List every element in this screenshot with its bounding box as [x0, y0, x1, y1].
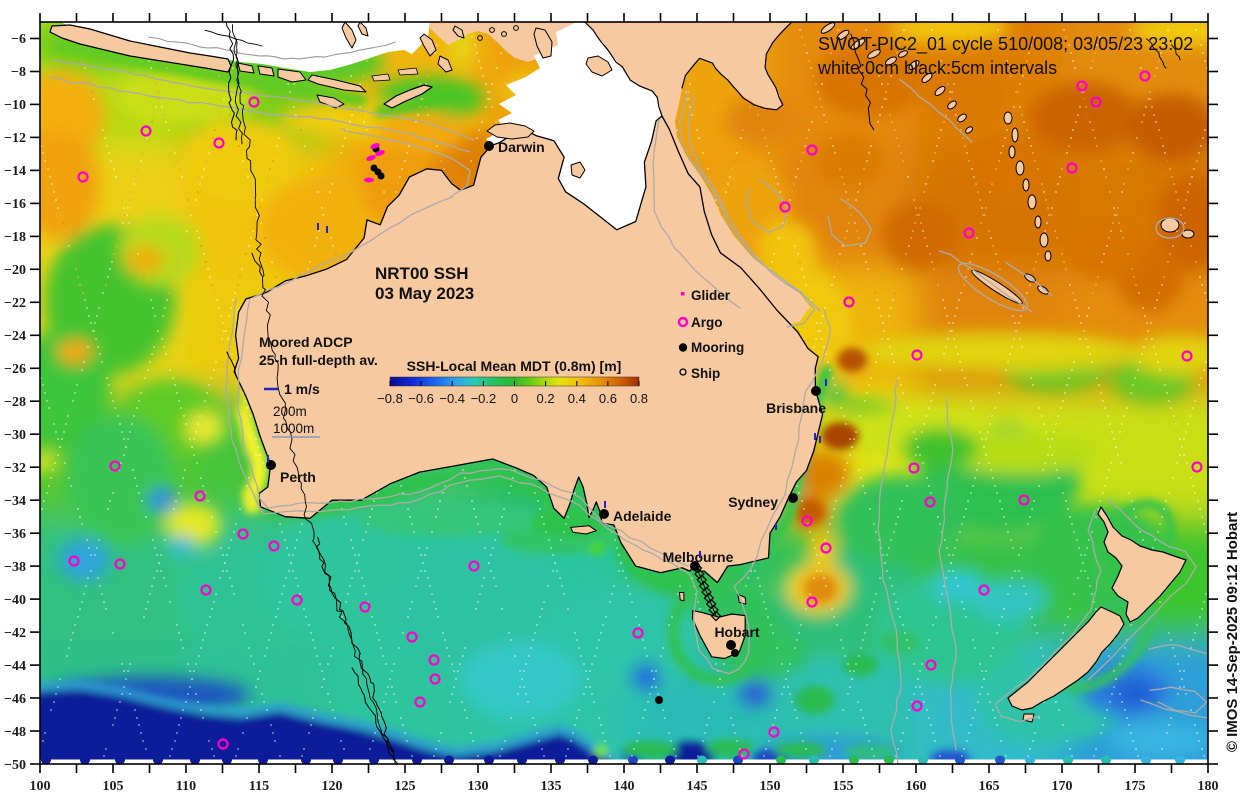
svg-text:−32: −32: [4, 461, 26, 476]
svg-text:−0.8: −0.8: [377, 391, 403, 406]
svg-text:−22: −22: [4, 296, 26, 311]
svg-text:160: 160: [906, 779, 927, 794]
svg-text:© IMOS 14-Sep-2025 09:12 Hobar: © IMOS 14-Sep-2025 09:12 Hobart: [1224, 512, 1241, 752]
svg-text:−10: −10: [4, 98, 26, 113]
svg-text:−0.6: −0.6: [408, 391, 434, 406]
svg-text:125: 125: [395, 779, 416, 794]
svg-text:155: 155: [833, 779, 854, 794]
svg-text:145: 145: [687, 779, 708, 794]
svg-text:0.2: 0.2: [537, 391, 555, 406]
svg-text:0.8: 0.8: [630, 391, 648, 406]
svg-text:130: 130: [468, 779, 489, 794]
svg-text:Mooring: Mooring: [691, 340, 744, 355]
svg-text:−8: −8: [11, 65, 26, 80]
svg-text:−26: −26: [4, 362, 26, 377]
svg-text:165: 165: [979, 779, 1000, 794]
svg-text:170: 170: [1052, 779, 1073, 794]
svg-text:Hobart: Hobart: [714, 624, 759, 640]
svg-text:Adelaide: Adelaide: [613, 508, 672, 524]
svg-text:120: 120: [322, 779, 343, 794]
svg-text:−44: −44: [4, 659, 26, 674]
svg-text:150: 150: [760, 779, 781, 794]
svg-text:−18: −18: [4, 230, 26, 245]
svg-text:−40: −40: [4, 593, 26, 608]
svg-text:180: 180: [1198, 779, 1219, 794]
svg-text:0: 0: [511, 391, 518, 406]
svg-text:03 May 2023: 03 May 2023: [375, 284, 474, 303]
svg-text:Brisbane: Brisbane: [766, 400, 826, 416]
svg-text:Glider: Glider: [691, 288, 731, 303]
svg-text:0.4: 0.4: [568, 391, 586, 406]
svg-text:1 m/s: 1 m/s: [284, 381, 320, 397]
svg-text:−30: −30: [4, 428, 26, 443]
svg-text:−24: −24: [4, 329, 26, 344]
svg-text:−6: −6: [11, 32, 26, 47]
svg-text:Darwin: Darwin: [498, 139, 545, 155]
svg-text:−36: −36: [4, 527, 26, 542]
svg-text:−38: −38: [4, 560, 26, 575]
svg-text:25-h full-depth av.: 25-h full-depth av.: [259, 352, 378, 368]
svg-text:110: 110: [176, 779, 196, 794]
svg-text:−20: −20: [4, 263, 26, 278]
svg-text:1000m: 1000m: [273, 421, 314, 436]
svg-text:−0.2: −0.2: [471, 391, 497, 406]
svg-text:−12: −12: [4, 131, 26, 146]
svg-text:−48: −48: [4, 725, 26, 740]
svg-text:105: 105: [103, 779, 124, 794]
svg-text:−0.4: −0.4: [439, 391, 465, 406]
svg-text:100: 100: [30, 779, 51, 794]
svg-text:Perth: Perth: [280, 469, 316, 485]
svg-text:Melbourne: Melbourne: [663, 549, 734, 565]
svg-text:−34: −34: [4, 494, 26, 509]
svg-text:200m: 200m: [273, 404, 307, 419]
svg-text:Moored ADCP: Moored ADCP: [259, 334, 353, 350]
svg-text:SSH-Local Mean MDT (0.8m) [m]: SSH-Local Mean MDT (0.8m) [m]: [407, 358, 622, 374]
svg-text:white:0cm black:5cm intervals: white:0cm black:5cm intervals: [817, 58, 1057, 78]
svg-text:NRT00 SSH: NRT00 SSH: [375, 264, 469, 283]
svg-text:−16: −16: [4, 197, 26, 212]
svg-text:−42: −42: [4, 626, 26, 641]
svg-text:Sydney: Sydney: [728, 494, 778, 510]
svg-text:−14: −14: [4, 164, 26, 179]
svg-text:−46: −46: [4, 692, 26, 707]
svg-text:175: 175: [1125, 779, 1146, 794]
svg-text:−28: −28: [4, 395, 26, 410]
svg-text:−50: −50: [4, 758, 26, 773]
svg-text:SWOT-PIC2_01 cycle 510/008; 03: SWOT-PIC2_01 cycle 510/008; 03/05/23 23:…: [818, 34, 1193, 55]
svg-text:135: 135: [541, 779, 562, 794]
svg-text:Ship: Ship: [691, 366, 720, 381]
svg-text:140: 140: [614, 779, 635, 794]
svg-text:Argo: Argo: [691, 315, 723, 330]
svg-text:115: 115: [249, 779, 269, 794]
svg-text:0.6: 0.6: [599, 391, 617, 406]
